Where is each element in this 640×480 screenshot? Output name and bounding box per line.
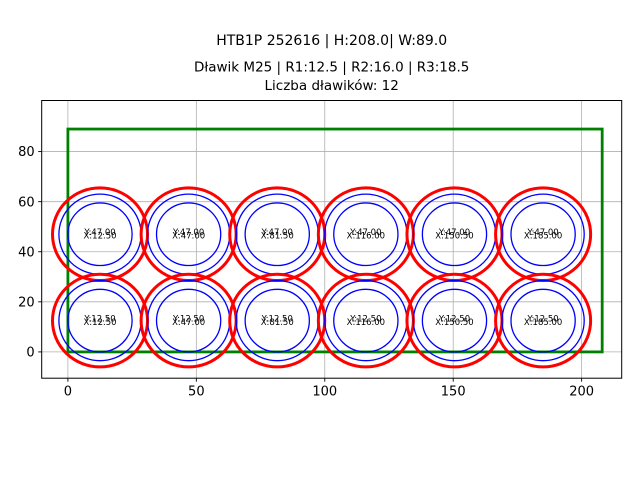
axis-layer: 0 50 100 150 200 0 20 40 60 80 — [18, 145, 594, 400]
x-tick-label: 150 — [441, 385, 466, 400]
gland-label-x: X:81.50 — [261, 318, 294, 328]
gland-label-x: X:185.00 — [524, 231, 562, 241]
gland-circle-r1 — [510, 202, 576, 267]
x-tick-label: 0 — [64, 385, 72, 400]
gland-label-x: X:81.50 — [261, 231, 294, 241]
y-tick-label: 20 — [18, 295, 35, 310]
gland-label-x: X:150.50 — [435, 231, 473, 241]
y-tick-label: 80 — [18, 145, 35, 160]
gland-label-y: Y:47.00 — [526, 228, 558, 238]
gland-circle-r1 — [244, 202, 311, 267]
x-tick-label: 200 — [569, 385, 594, 400]
x-tick-label: 50 — [188, 385, 205, 400]
y-tick-label: 40 — [18, 245, 35, 260]
gland-label-y: Y:12.50 — [526, 315, 558, 325]
chart-subtitle: Dławik M25 | R1:12.5 | R2:16.0 | R3:18.5 — [194, 60, 469, 76]
gland-label-y: Y:47.00 — [261, 228, 293, 238]
chart-subtitle-count: Liczba dławików: 12 — [265, 78, 399, 94]
gland-circle-r1 — [333, 202, 399, 267]
gland-label-y: Y:12.50 — [261, 315, 293, 325]
gland-label-x: X:12.50 — [83, 231, 116, 241]
gland-circle-r1 — [244, 288, 311, 353]
y-tick-label: 0 — [26, 346, 34, 361]
shape-layer: Y:47.00X:12.50 Y:47.00X:47.00 Y:47.00X:81.… — [50, 127, 604, 369]
gland-circle-r2 — [501, 279, 585, 362]
gland-label-x: X:12.50 — [83, 318, 116, 328]
gland-circle-r1 — [155, 288, 222, 353]
gland-label-y: Y:47.00 — [172, 228, 204, 238]
gland-label-y: Y:47.00 — [438, 228, 470, 238]
gland-label-x: X:47.00 — [172, 231, 205, 241]
x-tick-label: 100 — [312, 385, 337, 400]
gland-circle-r1 — [155, 202, 222, 267]
gland-label-y: Y:47.00 — [83, 228, 115, 238]
y-tick-label: 60 — [18, 195, 35, 210]
gland-circle-r3 — [494, 272, 593, 369]
gland-circle-r1 — [421, 202, 488, 267]
gland-label-y: Y:47.00 — [349, 228, 381, 238]
gland-label-x: X:185.00 — [524, 318, 562, 328]
gland-circle-r1 — [67, 202, 133, 267]
gland-circle-r1 — [333, 288, 399, 353]
gland-label-x: X:116.00 — [347, 318, 385, 328]
gland-label-x: X:116.00 — [347, 231, 385, 241]
gland-label-y: Y:12.50 — [349, 315, 381, 325]
plot-frame — [41, 100, 623, 379]
gland-label-y: Y:12.50 — [438, 315, 470, 325]
gland-circle-r1 — [510, 288, 576, 353]
gland-label-x: X:47.00 — [172, 318, 205, 328]
gland-circle-r1 — [67, 288, 133, 353]
gland-label-x: X:150.50 — [435, 318, 473, 328]
gland-circle-r1 — [421, 288, 488, 353]
chart-title: HTB1P 252616 | H:208.0| W:89.0 — [216, 33, 447, 49]
gland-label-y: Y:12.50 — [83, 315, 115, 325]
gland: Y:12.50X:185.00 — [494, 272, 593, 369]
gland-label-y: Y:12.50 — [172, 315, 204, 325]
